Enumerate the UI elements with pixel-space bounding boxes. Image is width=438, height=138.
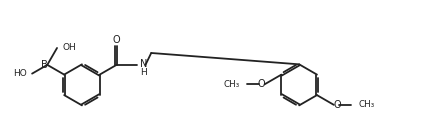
Text: O: O bbox=[113, 35, 120, 45]
Text: CH₃: CH₃ bbox=[223, 80, 240, 89]
Text: N: N bbox=[140, 59, 147, 69]
Text: B: B bbox=[42, 60, 49, 70]
Text: HO: HO bbox=[13, 69, 27, 78]
Text: OH: OH bbox=[63, 43, 76, 51]
Text: O: O bbox=[333, 100, 341, 110]
Text: H: H bbox=[140, 68, 147, 77]
Text: CH₃: CH₃ bbox=[359, 100, 375, 109]
Text: O: O bbox=[258, 79, 265, 89]
